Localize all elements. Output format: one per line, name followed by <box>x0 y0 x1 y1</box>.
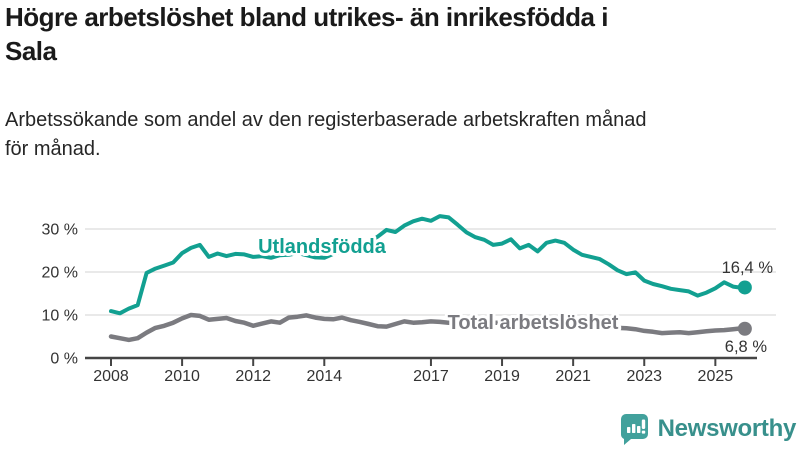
x-tick-label: 2014 <box>307 368 343 385</box>
x-tick-label: 2017 <box>413 368 449 385</box>
newsworthy-logo[interactable]: Newsworthy <box>620 413 796 445</box>
end-dot <box>737 321 752 336</box>
end-dot <box>737 280 752 295</box>
x-tick-label: 2021 <box>555 368 591 385</box>
y-tick-label: 30 % <box>42 222 78 239</box>
logo-bar-icon <box>631 424 636 433</box>
logo-bar-icon <box>626 427 631 433</box>
newsworthy-logo-icon <box>620 414 648 445</box>
end-value-label: 6,8 % <box>725 338 768 356</box>
y-tick-label: 20 % <box>42 265 78 282</box>
series-label: Total arbetslöshet <box>448 312 619 334</box>
logo-exclamation-icon <box>641 419 645 429</box>
x-tick-label: 2010 <box>164 368 200 385</box>
x-tick-label: 2019 <box>484 368 520 385</box>
logo-bar-icon <box>636 426 641 433</box>
end-value-label: 16,4 % <box>722 259 774 277</box>
x-tick-label: 2025 <box>698 368 734 385</box>
logo-exclamation-dot-icon <box>641 430 645 434</box>
series-line-total <box>108 312 748 343</box>
x-tick-label: 2023 <box>626 368 662 385</box>
y-tick-label: 0 % <box>50 351 78 368</box>
series-line-utlandsfodda <box>109 214 747 316</box>
page-title: Högre arbetslöshet bland utrikes- än inr… <box>5 2 608 66</box>
x-tick-label: 2012 <box>235 368 271 385</box>
chart-subtitle: Arbetssökande som andel av den registerb… <box>5 109 647 160</box>
series-label: Utlandsfödda <box>258 236 387 258</box>
x-tick-label: 2008 <box>93 368 129 385</box>
y-tick-label: 10 % <box>42 308 78 325</box>
newsworthy-logo-text: Newsworthy <box>657 415 797 442</box>
